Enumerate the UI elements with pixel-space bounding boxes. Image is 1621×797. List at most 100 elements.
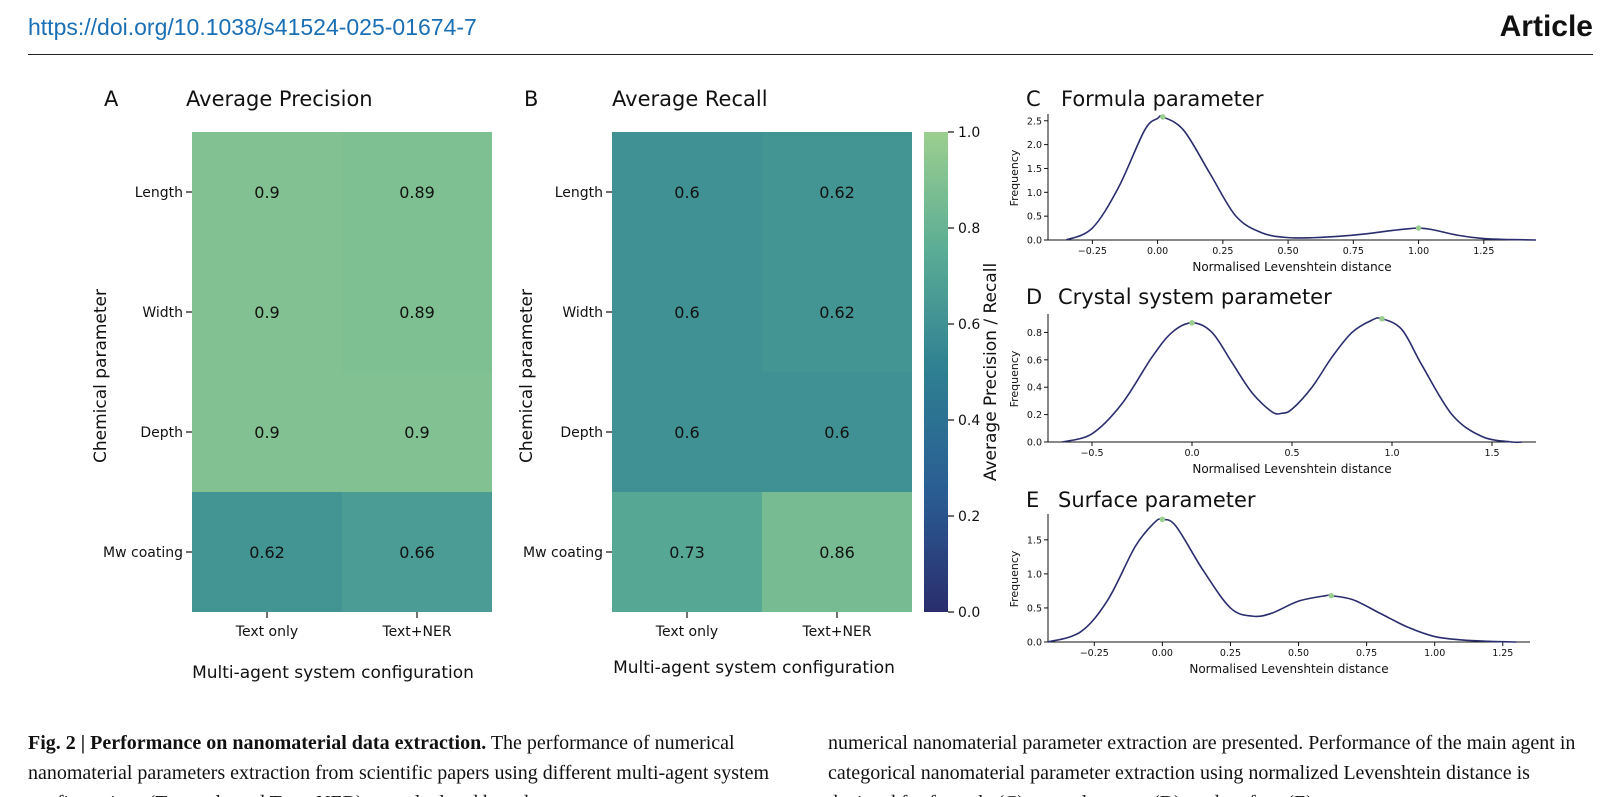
cell-value-label: 0.62 — [249, 543, 285, 562]
doi-link[interactable]: https://doi.org/10.1038/s41524-025-01674… — [28, 14, 477, 40]
heatmap-cell — [342, 492, 492, 612]
cell-value-label: 0.9 — [404, 423, 429, 442]
panel-c: C Formula parameter 0.0 0.5 1.0 1.5 2.0 2.5 −0… — [1008, 87, 1537, 274]
x-tick-label: −0.5 — [1080, 448, 1103, 459]
colorbar-ticks: 0.0 0.2 0.4 0.6 0.8 1.0 — [948, 125, 980, 621]
panel-d: D Crystal system parameter 0.0 0.2 0.4 0.6 0… — [1008, 285, 1536, 476]
peak-marker — [1415, 225, 1422, 231]
peak-marker — [1189, 320, 1195, 326]
caption-text-left: The performance of numerical nanomateria… — [28, 732, 770, 797]
colorbar-tick-label: 0.4 — [958, 413, 980, 429]
peak-marker — [1328, 592, 1335, 599]
y-tick-label: 0.0 — [1027, 438, 1042, 449]
y-axis-label: Frequency — [1008, 149, 1021, 206]
panel-d-letter: D — [1026, 285, 1042, 309]
x-tick-label: 0.00 — [1147, 246, 1168, 257]
cell-value-label: 0.6 — [674, 303, 699, 322]
y-tick-label: 1.5 — [1027, 164, 1042, 175]
y-tick-label: Depth — [560, 425, 603, 441]
panel-e-title: Surface parameter — [1058, 488, 1256, 512]
x-tick-label: 1.00 — [1424, 648, 1445, 659]
heatmap-cell — [342, 132, 492, 252]
heatmap-cell — [612, 492, 762, 612]
x-tick-label: Text+NER — [801, 624, 871, 640]
figure-caption-left: Fig. 2 | Performance on nanomaterial dat… — [28, 728, 798, 797]
y-tick-label: 2.0 — [1027, 140, 1042, 151]
x-tick-label: Text+NER — [381, 624, 451, 640]
cell-value-label: 0.9 — [254, 303, 279, 322]
cell-value-label: 0.9 — [254, 423, 279, 442]
peak-marker — [1159, 516, 1166, 523]
y-tick-label: 0.6 — [1027, 355, 1042, 366]
panel-a-title: Average Precision — [186, 87, 373, 111]
panel-b-xlabel: Multi-agent system configuration — [613, 658, 895, 678]
colorbar-label: Average Precision / Recall — [981, 263, 1001, 481]
panel-c-letter: C — [1026, 87, 1041, 111]
x-tick-label: 1.25 — [1492, 648, 1513, 659]
panel-d-title: Crystal system parameter — [1058, 285, 1332, 309]
colorbar-tick-label: 0.2 — [958, 509, 980, 525]
y-axis-label: Frequency — [1008, 350, 1021, 407]
heatmap-cell — [762, 372, 912, 492]
y-tick-label: Length — [555, 185, 603, 201]
x-axis-label: Normalised Levenshtein distance — [1192, 462, 1391, 476]
figure-2: A Average Precision 0.9 0.89 0.9 0.89 0.9 0.9… — [91, 87, 1537, 683]
y-tick-label: 0.4 — [1027, 383, 1042, 394]
figure-caption-right: numerical nanomaterial parameter extract… — [828, 728, 1598, 797]
y-tick-label: 0.0 — [1027, 236, 1042, 247]
panel-b-letter: B — [524, 87, 538, 111]
x-tick-label: 1.00 — [1408, 246, 1429, 257]
panel-a-xlabel: Multi-agent system configuration — [192, 663, 474, 683]
cell-value-label: 0.89 — [399, 303, 435, 322]
y-tick-label: 0.5 — [1027, 212, 1042, 223]
heatmap-cell — [342, 372, 492, 492]
x-tick-label: Text only — [655, 624, 718, 640]
y-tick-label: 0.0 — [1027, 638, 1042, 649]
y-tick-label: 1.0 — [1027, 188, 1042, 199]
y-tick-label: 2.5 — [1027, 116, 1042, 127]
colorbar-tick-label: 0.8 — [958, 221, 980, 237]
x-tick-label: 0.00 — [1152, 648, 1173, 659]
peak-marker — [1160, 114, 1166, 120]
y-tick-label: 0.5 — [1027, 603, 1042, 614]
y-tick-label: Width — [562, 305, 603, 321]
colorbar-tick-label: 0.6 — [958, 317, 980, 333]
panel-a-letter: A — [104, 87, 119, 111]
cell-value-label: 0.73 — [669, 543, 705, 562]
x-tick-label: 0.5 — [1284, 448, 1299, 459]
article-label: Article — [1499, 10, 1593, 43]
x-tick-label: 0.25 — [1220, 648, 1241, 659]
density-curve — [1061, 317, 1523, 444]
y-tick-label: Mw coating — [103, 545, 183, 561]
panel-e: E Surface parameter 0.0 0.5 1.0 1.5 −0.25 0.0… — [1008, 488, 1530, 676]
cell-value-label: 0.66 — [399, 543, 435, 562]
heatmap-cell — [192, 372, 342, 492]
y-tick-label: 0.2 — [1027, 410, 1042, 421]
y-tick-label: Width — [142, 305, 183, 321]
colorbar-tick-label: 0.0 — [958, 605, 980, 621]
heatmap-cell — [762, 252, 912, 372]
cell-value-label: 0.9 — [254, 183, 279, 202]
cell-value-label: 0.62 — [819, 183, 855, 202]
x-tick-label: −0.25 — [1078, 246, 1107, 257]
x-tick-label: 1.5 — [1484, 448, 1499, 459]
x-tick-label: 0.50 — [1288, 648, 1309, 659]
heatmap-cell — [192, 252, 342, 372]
y-tick-label: Depth — [140, 425, 183, 441]
x-tick-label: 0.75 — [1343, 246, 1364, 257]
cell-value-label: 0.6 — [674, 423, 699, 442]
y-tick-label: Length — [135, 185, 183, 201]
x-tick-label: Text only — [235, 624, 298, 640]
cell-value-label: 0.86 — [819, 543, 855, 562]
x-tick-label: 1.25 — [1473, 246, 1494, 257]
caption-figure-label: Fig. 2 | Performance on nanomaterial dat… — [28, 732, 487, 754]
density-curve — [1047, 518, 1517, 643]
page-header: https://doi.org/10.1038/s41524-025-01674… — [28, 10, 1593, 55]
x-tick-label: −0.25 — [1080, 648, 1109, 659]
y-tick-label: 0.8 — [1027, 328, 1042, 339]
cell-value-label: 0.89 — [399, 183, 435, 202]
x-axis-label: Normalised Levenshtein distance — [1189, 662, 1388, 676]
heatmap-cell — [612, 372, 762, 492]
panel-b: B Average Recall 0.6 0.62 0.6 0.62 0.6 0.6 0.7… — [517, 87, 1001, 678]
panel-a: A Average Precision 0.9 0.89 0.9 0.89 0.9 0.9… — [91, 87, 492, 683]
